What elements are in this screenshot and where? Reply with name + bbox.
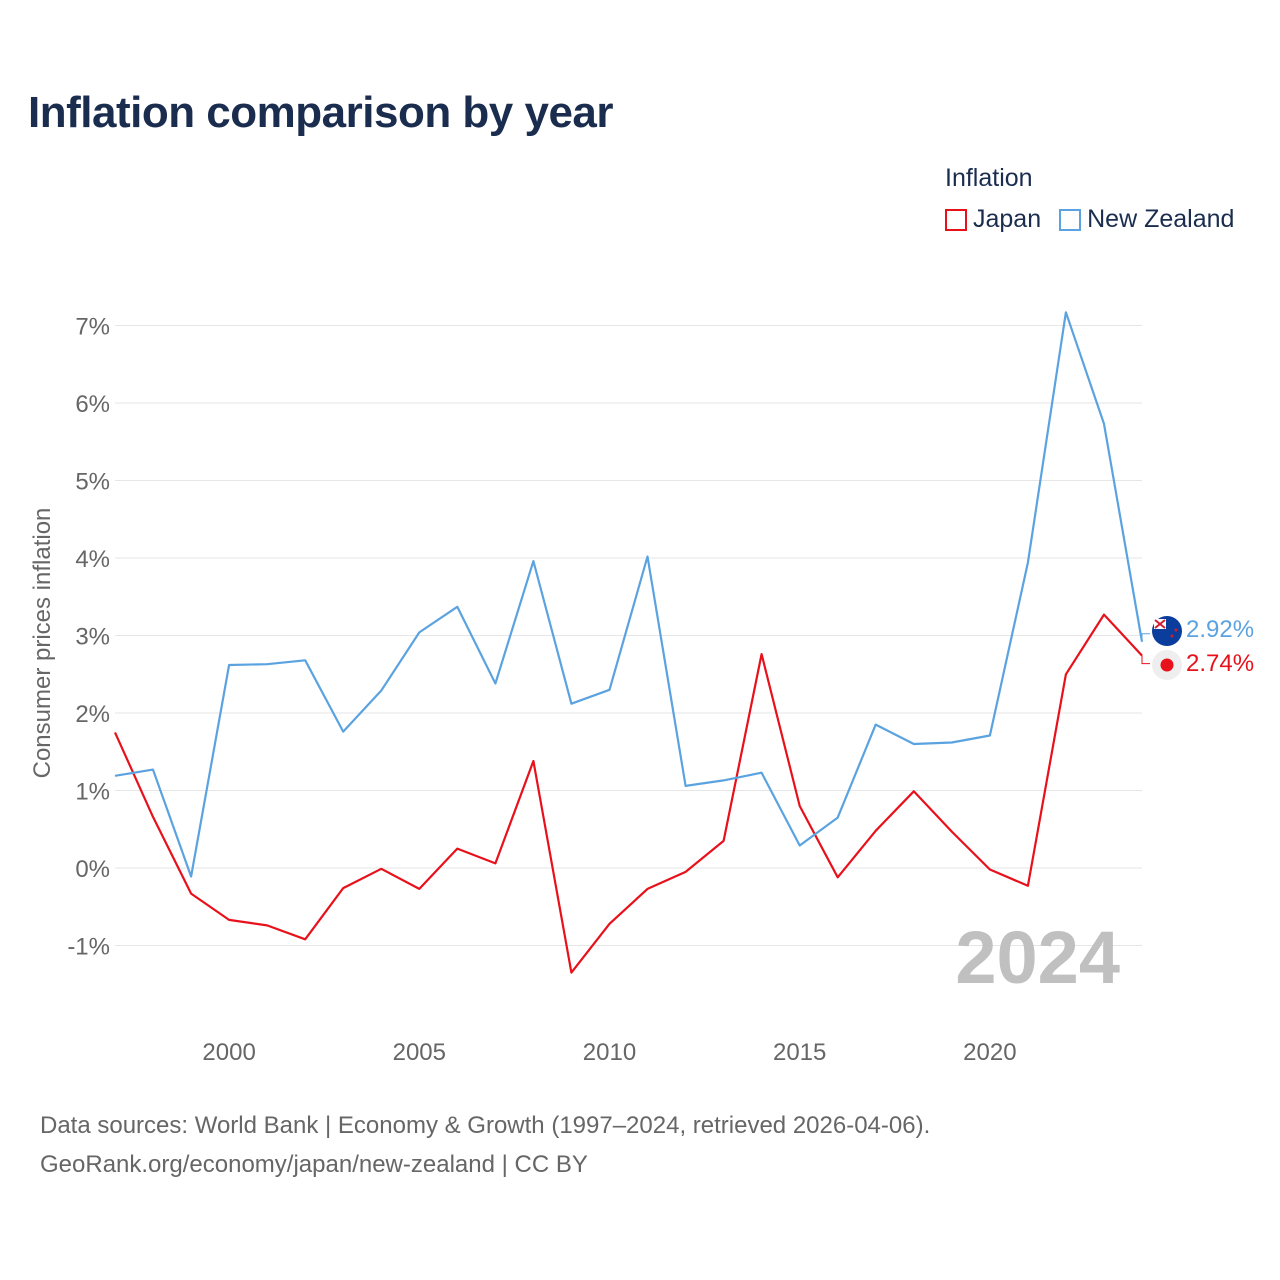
x-tick-label: 2000 — [202, 1039, 255, 1066]
legend-swatch-japan — [945, 208, 967, 231]
legend-swatch-new-zealand — [1059, 208, 1082, 231]
y-axis-label: Consumer prices inflation — [29, 508, 56, 779]
y-tick-label: 4% — [75, 546, 110, 573]
series-line-japan[interactable] — [113, 613, 1143, 974]
series — [113, 311, 1144, 974]
new-zealand-flag-icon — [1152, 616, 1182, 646]
year-watermark: 2024 — [955, 916, 1120, 999]
y-tick-label: 3% — [75, 624, 110, 651]
x-tick-label: 2020 — [963, 1039, 1016, 1066]
series-line-new-zealand[interactable] — [114, 311, 1144, 878]
y-tick-label: 2% — [75, 701, 110, 728]
y-tick-label: 0% — [75, 856, 110, 883]
japan-end-label: 2.74% — [1186, 650, 1254, 677]
line-chart: 2024 7% 6% 5% 4% 3% 2% 1% 0% -1% 2000 2005 2010 2015… — [29, 311, 1254, 1067]
gridlines — [115, 325, 1142, 946]
y-tick-label: 6% — [75, 391, 110, 418]
x-tick-label: 2005 — [393, 1039, 446, 1066]
chart-title: Inflation comparison by year — [28, 88, 614, 137]
legend-label-new-zealand: New Zealand — [1087, 205, 1235, 233]
new-zealand-end-connector — [1141, 633, 1150, 642]
x-tick-label: 2010 — [583, 1039, 636, 1066]
y-tick-label: 7% — [75, 314, 110, 341]
y-tick-label: 1% — [75, 779, 110, 806]
legend: Japan New Zealand — [945, 205, 1234, 234]
legend-label-japan: Japan — [973, 205, 1042, 233]
source-line-2[interactable]: GeoRank.org/economy/japan/new-zealand | … — [40, 1151, 588, 1178]
y-tick-label: -1% — [67, 934, 110, 961]
japan-flag-icon — [1152, 650, 1182, 680]
source-line-1: Data sources: World Bank | Economy & Gro… — [40, 1112, 931, 1139]
axes: 7% 6% 5% 4% 3% 2% 1% 0% -1% 2000 2005 2010 2015 2020 — [67, 314, 1016, 1067]
x-tick-label: 2015 — [773, 1039, 826, 1066]
y-tick-label: 5% — [75, 469, 110, 496]
source-note: Data sources: World Bank | Economy & Gro… — [40, 1106, 930, 1184]
end-markers: 2.92% 2.74% — [1141, 616, 1254, 680]
new-zealand-end-label: 2.92% — [1186, 616, 1254, 643]
legend-item-new-zealand[interactable]: New Zealand — [1059, 205, 1234, 234]
japan-end-connector — [1141, 655, 1150, 665]
legend-item-japan[interactable]: Japan — [945, 205, 1041, 234]
legend-title: Inflation — [945, 164, 1033, 192]
